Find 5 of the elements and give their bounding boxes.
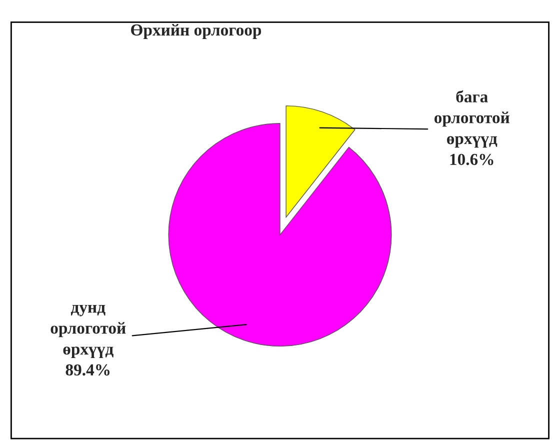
data-label: 89.4%	[66, 364, 110, 376]
slice-label: бага орлоготой өрхүүд	[434, 90, 510, 148]
slice-label: дунд орлоготой өрхүүд	[50, 304, 126, 358]
data-label: 10.6%	[450, 154, 494, 166]
chart-title: Өрхийн орлогоор	[131, 24, 262, 39]
